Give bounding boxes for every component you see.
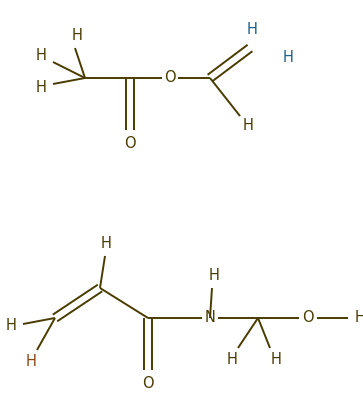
Text: O: O	[142, 375, 154, 390]
Text: H: H	[242, 118, 253, 133]
Text: H: H	[227, 352, 237, 367]
Text: H: H	[355, 311, 363, 326]
Text: H: H	[101, 237, 111, 252]
Text: H: H	[72, 28, 82, 43]
Text: H: H	[36, 81, 46, 95]
Text: N: N	[205, 311, 215, 326]
Text: H: H	[209, 268, 220, 283]
Text: O: O	[164, 71, 176, 86]
Text: H: H	[25, 354, 36, 370]
Text: H: H	[270, 352, 281, 367]
Text: O: O	[124, 135, 136, 150]
Text: H: H	[36, 48, 46, 64]
Text: H: H	[282, 51, 293, 66]
Text: O: O	[302, 311, 314, 326]
Text: H: H	[246, 23, 257, 38]
Text: H: H	[5, 319, 16, 334]
